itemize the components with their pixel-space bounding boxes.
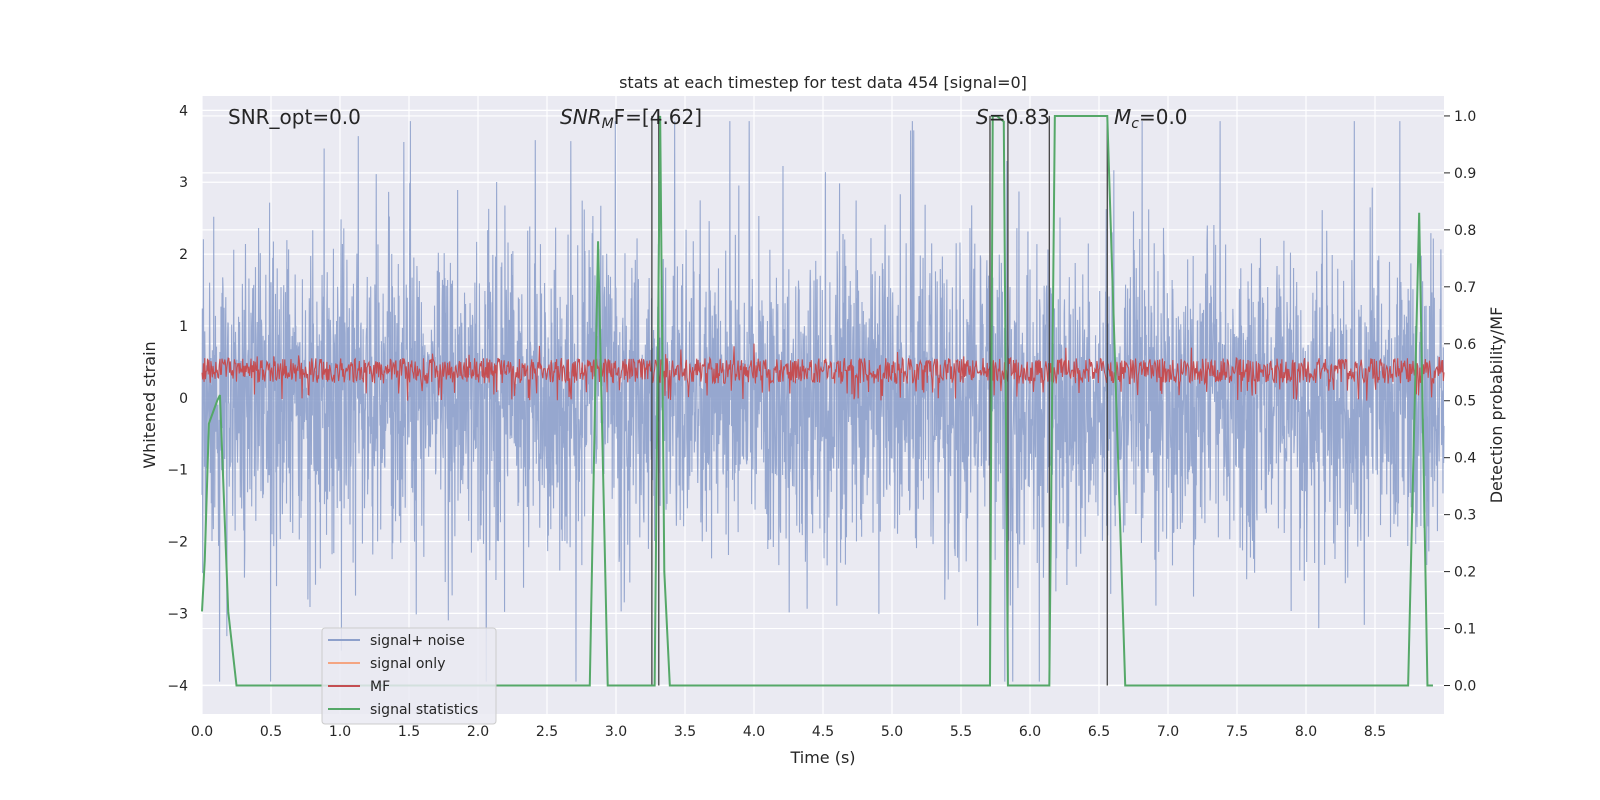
y-left-tick-label: 4 <box>179 103 188 119</box>
x-tick-label: 0.5 <box>260 724 282 740</box>
x-axis: 0.0 0.5 1.0 1.5 2.0 2.5 3.0 3.5 4.0 4.5 5.0 5.5 6.0 6… <box>191 724 1386 740</box>
y-right-tick-label: 0.4 <box>1454 451 1476 467</box>
y-left-tick-label: −2 <box>167 535 188 551</box>
y-right-tick-label: 1.0 <box>1454 109 1476 125</box>
y-left-tick-label: 2 <box>179 247 188 263</box>
y-left-tick-label: −4 <box>167 678 188 694</box>
x-tick-label: 0.0 <box>191 724 213 740</box>
annotation-mc-rest: =0.0 <box>1139 105 1188 129</box>
x-tick-label: 1.5 <box>398 724 420 740</box>
annotation-snr-opt: SNR_opt=0.0 <box>228 105 361 129</box>
y-right-tick-label: 0.0 <box>1454 679 1476 695</box>
annotation-snr-mf-sub: M <box>602 116 614 132</box>
x-tick-label: 2.0 <box>467 724 489 740</box>
y-right-tick-label: 0.8 <box>1454 223 1476 239</box>
x-tick-label: 1.0 <box>329 724 351 740</box>
x-tick-label: 4.5 <box>812 724 834 740</box>
x-tick-label: 6.0 <box>1019 724 1041 740</box>
y-right-tick-label: 0.5 <box>1454 394 1476 410</box>
legend: signal+ noise signal only MF signal stat… <box>321 627 497 725</box>
x-tick-label: 8.5 <box>1364 724 1386 740</box>
y-right-tick-label: 0.3 <box>1454 508 1476 524</box>
annotation-s-rest: =0.83 <box>989 105 1050 129</box>
y-right-tick-label: 0.7 <box>1454 280 1476 296</box>
y-left-tick-label: −3 <box>167 606 188 622</box>
x-tick-label: 5.5 <box>950 724 972 740</box>
x-tick-label: 3.0 <box>605 724 627 740</box>
series-mf <box>201 343 1445 401</box>
legend-label-signal-noise: signal+ noise <box>370 633 465 649</box>
legend-label-mf: MF <box>370 679 390 695</box>
y-right-tick-label: 0.6 <box>1454 337 1476 353</box>
y-left-tick-label: 1 <box>179 319 188 335</box>
x-tick-label: 7.0 <box>1157 724 1179 740</box>
annotation-snr-mf-base: SNR <box>560 105 602 129</box>
x-tick-label: 3.5 <box>674 724 696 740</box>
annotation-snr-mf: SNRMF=[4.62] <box>560 105 702 132</box>
chart-title: stats at each timestep for test data 454… <box>619 73 1027 92</box>
y-axis-right: 1.0 0.9 0.8 0.7 0.6 0.5 0.4 0.3 0.2 0.1 0.0 <box>1444 109 1476 695</box>
annotation-mc: Mc=0.0 <box>1114 105 1188 132</box>
legend-label-signal-only: signal only <box>370 656 445 672</box>
signal-statistics-line <box>201 114 1433 687</box>
y-axis-left-label: Whitened strain <box>140 341 159 468</box>
y-left-tick-label: 3 <box>179 175 188 191</box>
y-right-tick-label: 0.2 <box>1454 565 1476 581</box>
y-right-tick-label: 0.1 <box>1454 622 1476 638</box>
y-right-tick-label: 0.9 <box>1454 166 1476 182</box>
y-axis-left: 4 3 2 1 0 −1 −2 −3 −4 <box>167 103 188 694</box>
y-left-tick-label: −1 <box>167 463 188 479</box>
y-left-tick-label: 0 <box>179 391 188 407</box>
annotation-s-label: S <box>976 105 989 129</box>
x-tick-label: 6.5 <box>1088 724 1110 740</box>
annotation-mc-base: M <box>1114 105 1131 129</box>
legend-label-signal-statistics: signal statistics <box>370 702 478 718</box>
legend-box <box>321 627 497 725</box>
x-tick-label: 4.0 <box>743 724 765 740</box>
annotation-snr-mf-rest: F=[4.62] <box>614 105 702 129</box>
x-axis-label: Time (s) <box>789 748 855 767</box>
annotation-mc-sub: c <box>1131 116 1139 132</box>
x-tick-label: 2.5 <box>536 724 558 740</box>
mf-line <box>201 343 1445 401</box>
y-axis-right-label: Detection probability/MF <box>1487 307 1506 504</box>
x-tick-label: 7.5 <box>1226 724 1248 740</box>
annotation-s: S=0.83 <box>976 105 1050 129</box>
x-tick-label: 8.0 <box>1295 724 1317 740</box>
series-signal-statistics <box>201 114 1433 687</box>
x-tick-label: 5.0 <box>881 724 903 740</box>
